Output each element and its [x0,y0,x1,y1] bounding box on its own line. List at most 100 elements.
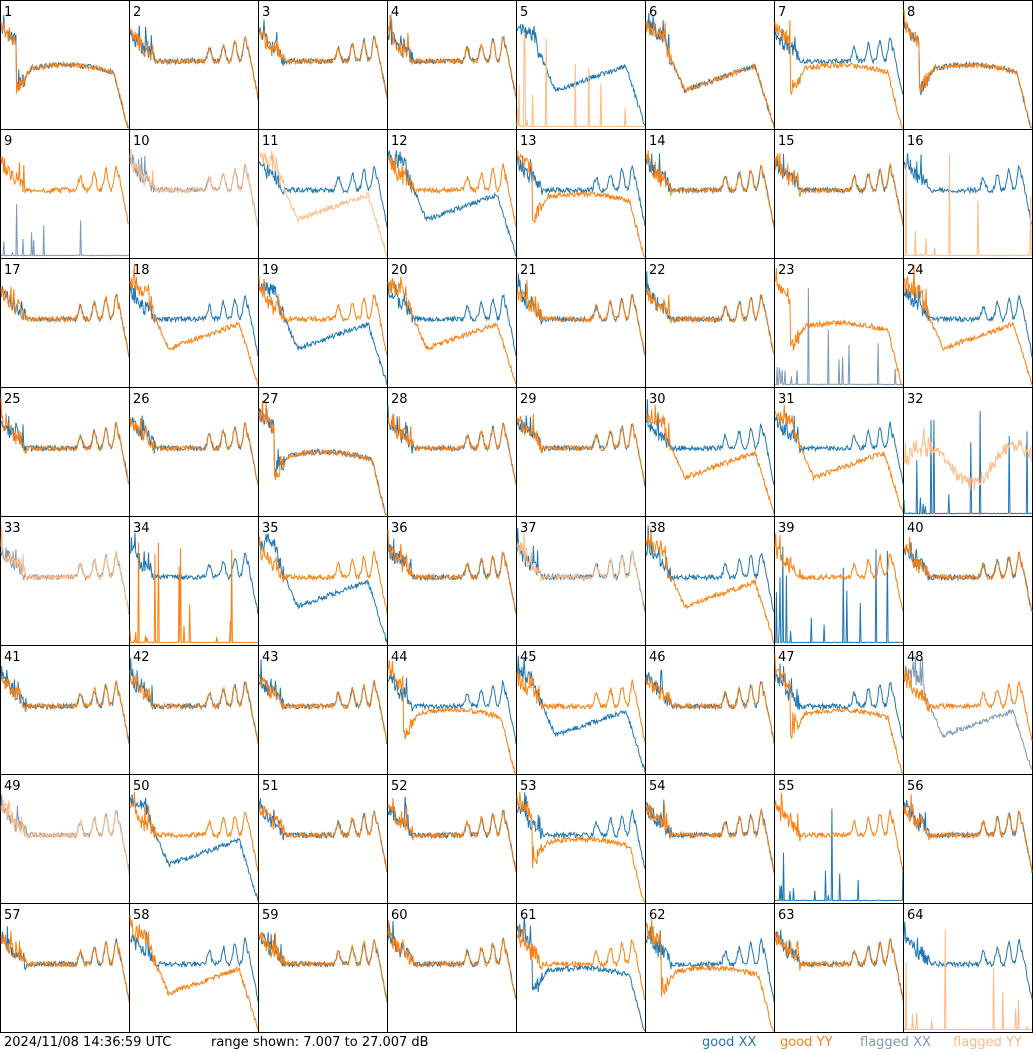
series-yy-62 [645,918,774,1032]
series-xx-21 [516,273,646,355]
panel-label-63: 63 [778,908,795,923]
panel-label-3: 3 [262,5,270,20]
series-yy-55 [774,792,904,872]
series-yy-14 [645,150,775,226]
panel-28: 28 [387,387,517,517]
panel-3: 3 [258,0,388,130]
panel-label-8: 8 [907,5,915,20]
series-yy-18 [129,264,259,385]
series-yy-40 [903,536,1033,612]
panel-label-28: 28 [391,392,408,407]
panel-label-41: 41 [4,650,21,665]
panel-49: 49 [0,774,130,904]
panel-label-17: 17 [4,263,21,278]
panel-21: 21 [516,258,646,388]
series-xx-14 [645,153,775,228]
series-yy-42 [129,670,259,744]
panel-53: 53 [516,774,646,904]
series-yy-21 [516,279,646,356]
series-yy-25 [0,397,130,485]
panel-label-29: 29 [520,392,537,407]
panel-25: 25 [0,387,130,517]
series-yy-38 [645,528,775,644]
panel-label-47: 47 [778,650,795,665]
panel-31: 31 [774,387,904,517]
panel-52: 52 [387,774,517,904]
panel-label-31: 31 [778,392,795,407]
series-xx-1 [0,15,129,129]
panel-57: 57 [0,903,130,1033]
legend-flagged-yy-pol: YY [1006,1035,1022,1050]
series-xx-61 [516,917,646,1032]
series-yy-51 [258,805,388,873]
panel-label-32: 32 [907,392,924,407]
series-yy-11 [258,151,388,257]
series-yy-34 [129,542,259,644]
range-label: range shown: 7.007 to 27.007 dB [211,1035,429,1050]
series-xx-8 [903,20,1032,129]
series-xx-26 [129,415,259,484]
panel-label-11: 11 [262,134,279,149]
panel-label-62: 62 [649,908,666,923]
panel-38: 38 [645,516,775,646]
series-yy-39 [774,533,904,612]
legend-flagged-yy: flagged YY [953,1035,1022,1050]
panel-16: 16 [903,129,1033,259]
panel-frame [387,0,517,130]
panel-37: 37 [516,516,646,646]
panel-label-23: 23 [778,263,795,278]
panel-label-19: 19 [262,263,279,278]
panel-label-20: 20 [391,263,408,278]
legend-good-xx-pol: XX [738,1035,757,1050]
panel-15: 15 [774,129,904,259]
panel-label-14: 14 [649,134,666,149]
series-xx-64 [903,921,1033,1000]
panel-label-25: 25 [4,392,21,407]
panel-60: 60 [387,903,517,1033]
series-yy-22 [645,287,775,355]
panel-44: 44 [387,645,517,775]
panel-label-18: 18 [133,263,150,278]
series-yy-8 [903,9,1032,129]
panel-33: 33 [0,516,130,646]
panel-12: 12 [387,129,517,259]
panel-label-22: 22 [649,263,666,278]
panel-label-44: 44 [391,650,408,665]
series-yy-63 [774,930,904,1000]
series-yy-12 [387,153,517,227]
series-xx-56 [903,799,1033,873]
series-yy-15 [774,153,904,224]
series-xx-32 [903,410,1033,515]
panel-36: 36 [387,516,517,646]
panel-13: 13 [516,129,646,259]
panel-5: 5 [516,0,646,130]
panel-39: 39 [774,516,904,646]
series-xx-42 [129,658,259,743]
panel-label-15: 15 [778,134,795,149]
series-xx-34 [129,532,259,615]
legend-good-yy: good YY [780,1035,832,1050]
series-yy-4 [387,15,517,98]
panel-label-33: 33 [4,521,21,536]
series-xx-63 [774,929,904,1001]
series-yy-17 [0,286,130,356]
series-xx-17 [0,286,130,358]
panel-label-61: 61 [520,908,537,923]
panel-label-9: 9 [4,134,12,149]
series-xx-35 [258,533,388,644]
series-yy-47 [774,654,903,774]
panel-9: 9 [0,129,130,259]
series-yy-5 [516,32,646,128]
panel-50: 50 [129,774,259,904]
series-yy-58 [129,914,259,1031]
legend-flagged-yy-word: flagged [953,1035,1002,1050]
series-xx-39 [775,546,904,644]
series-xx-60 [387,920,517,999]
panel-23: 23 [774,258,904,388]
series-yy-46 [645,676,775,745]
legend-good-xx-word: good [702,1035,735,1050]
series-xx-30 [645,399,775,486]
panel-label-59: 59 [262,908,279,923]
panel-label-21: 21 [520,263,537,278]
series-yy-1 [0,21,129,129]
